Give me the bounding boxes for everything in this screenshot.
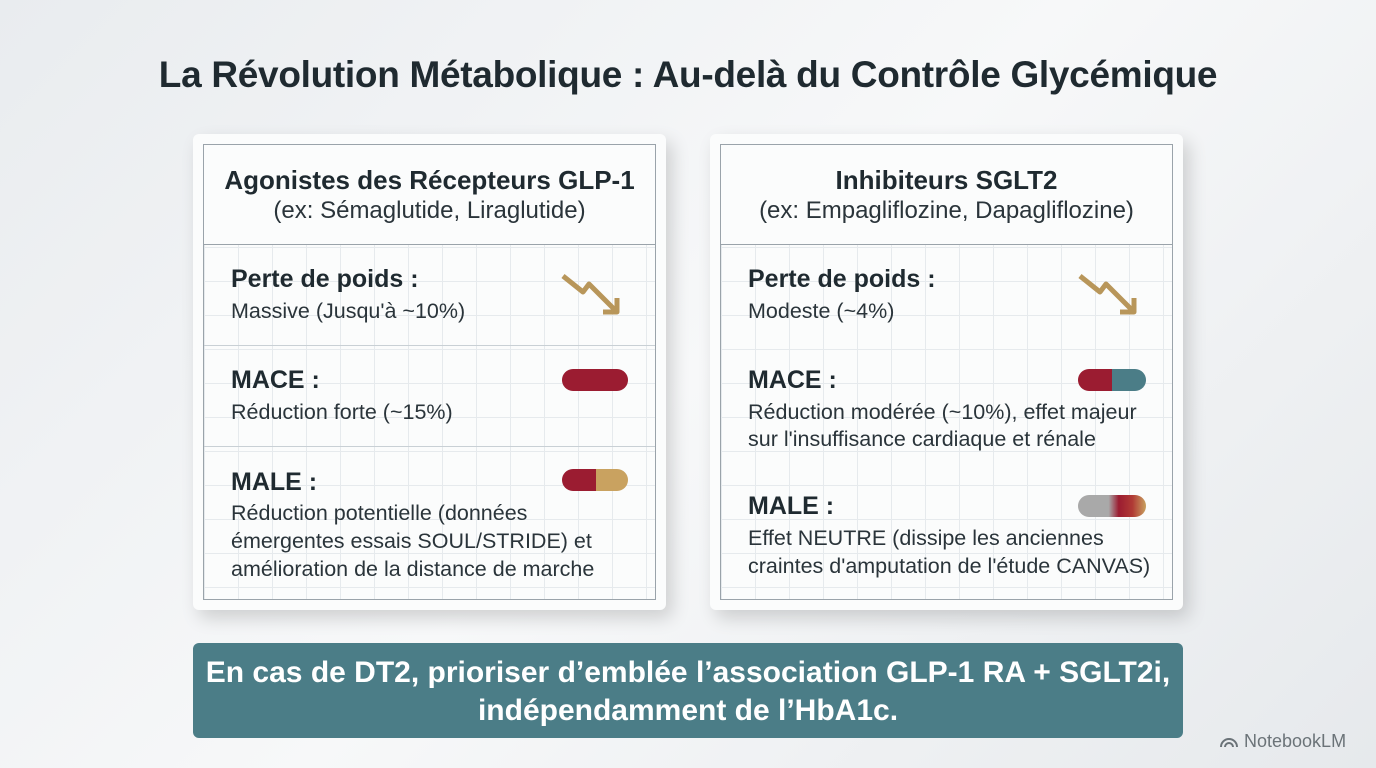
conclusion-banner: En cas de DT2, prioriser d’emblée l’asso…	[193, 643, 1183, 738]
card-frame	[720, 144, 1173, 600]
slide-title: La Révolution Métabolique : Au-delà du C…	[158, 54, 1218, 95]
row-text: Modeste (~4%)	[748, 299, 895, 323]
watermark-icon	[1220, 738, 1238, 748]
pill-icon	[562, 369, 628, 391]
pill-icon	[1078, 369, 1146, 391]
row-text: sur l'insuffisance cardiaque et rénale	[748, 427, 1096, 451]
row-separator	[204, 345, 655, 346]
row-text: Massive (Jusqu'à ~10%)	[231, 299, 466, 323]
pill-icon	[562, 469, 628, 491]
row-label: MALE :	[748, 492, 835, 520]
row-separator	[204, 446, 655, 447]
card: Inhibiteurs SGLT2 (ex: Empagliflozine, D…	[710, 134, 1183, 610]
row-label: Perte de poids :	[748, 265, 936, 293]
pill-icon	[1078, 495, 1146, 517]
row-label: MACE :	[231, 366, 320, 394]
card-title: Agonistes des Récepteurs GLP-1	[224, 165, 635, 195]
row-text: émergentes essais SOUL/STRIDE) et	[231, 529, 592, 553]
card-subtitle: (ex: Empagliflozine, Dapagliflozine)	[759, 197, 1134, 224]
card: Agonistes des Récepteurs GLP-1 (ex: Séma…	[193, 134, 666, 610]
banner-text: indépendamment de l’HbA1c.	[477, 694, 899, 727]
row-label: MACE :	[748, 366, 837, 394]
down-arrow-icon	[1078, 274, 1137, 315]
card-header	[721, 145, 1172, 245]
row-text: Effet NEUTRE (dissipe les anciennes	[748, 526, 1104, 550]
row-text: amélioration de la distance de marche	[231, 557, 595, 581]
down-arrow-icon	[561, 274, 620, 315]
watermark: NotebookLM	[1244, 731, 1347, 751]
row-text: Réduction modérée (~10%), effet majeur	[748, 400, 1137, 424]
card-title: Inhibiteurs SGLT2	[835, 165, 1058, 195]
row-text: craintes d'amputation de l'étude CANVAS)	[748, 554, 1151, 578]
row-label: Perte de poids :	[231, 265, 419, 293]
row-text: Réduction forte (~15%)	[231, 400, 453, 424]
row-label: MALE :	[231, 468, 318, 496]
card-header	[204, 145, 655, 245]
row-text: Réduction potentielle (données	[231, 501, 528, 525]
banner-text: En cas de DT2, prioriser d’emblée l’asso…	[205, 656, 1171, 689]
card-subtitle: (ex: Sémaglutide, Liraglutide)	[273, 197, 586, 224]
